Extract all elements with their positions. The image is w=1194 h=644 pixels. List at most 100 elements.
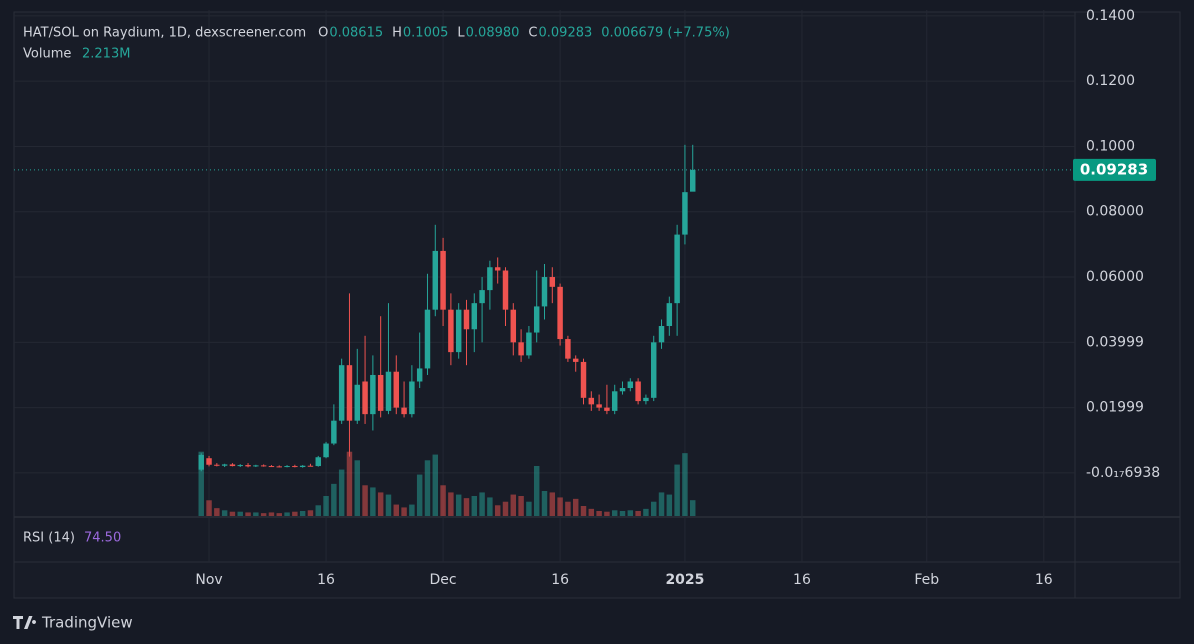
volume-bar bbox=[299, 511, 306, 516]
volume-bar bbox=[471, 496, 478, 516]
candle-body bbox=[409, 381, 415, 415]
candle-body bbox=[682, 192, 688, 235]
volume-bar bbox=[487, 497, 493, 516]
ohlc-value: 0.1005 bbox=[403, 26, 449, 41]
axes: 0.1400 0.1200 0.1000 0.08000 0.06000 0.03999 0… bbox=[14, 8, 1160, 588]
candle-body bbox=[377, 374, 384, 411]
volume-bar bbox=[432, 454, 439, 516]
candle-body bbox=[643, 397, 649, 402]
y-tick-label: 0.1000 bbox=[1086, 138, 1135, 154]
volume-bar bbox=[619, 511, 626, 516]
ohlc-value: 0.08980 bbox=[466, 26, 520, 41]
candle-body bbox=[432, 250, 439, 310]
volume-bar bbox=[650, 501, 657, 516]
candle-body bbox=[416, 368, 423, 382]
candle-body bbox=[362, 381, 368, 415]
volume-bar bbox=[588, 508, 595, 516]
candle-body bbox=[455, 309, 462, 353]
volume-bar bbox=[214, 508, 220, 516]
x-tick-label: 16 bbox=[1035, 572, 1053, 588]
candle-body bbox=[580, 361, 587, 398]
legend: HAT/SOL on Raydium, 1D, dexscreener.com bbox=[23, 26, 306, 41]
volume-bar bbox=[377, 492, 384, 516]
candle-body bbox=[510, 309, 517, 343]
candle-body bbox=[253, 465, 259, 467]
volume-bar bbox=[627, 510, 634, 516]
volume-bar bbox=[674, 464, 680, 516]
volume-bar bbox=[658, 492, 665, 516]
ohlc-label: L bbox=[457, 26, 465, 41]
volume-bar bbox=[682, 453, 688, 516]
y-tick-label: -0.0₁₇6938 bbox=[1086, 465, 1160, 481]
y-tick-label: 0.1200 bbox=[1086, 73, 1135, 89]
candle-body bbox=[401, 407, 407, 415]
volume-bar bbox=[315, 505, 321, 516]
candle-body bbox=[471, 303, 478, 330]
volume-bar bbox=[455, 494, 462, 516]
candle-body bbox=[268, 466, 275, 468]
candle-body bbox=[292, 466, 298, 468]
volume-bar bbox=[370, 487, 376, 516]
candle-body bbox=[604, 407, 610, 411]
candle-body bbox=[650, 342, 657, 398]
candle-body bbox=[307, 465, 314, 467]
volume-bar bbox=[479, 492, 485, 516]
ohlc-label: O bbox=[318, 26, 328, 41]
y-tick-label: 0.06000 bbox=[1086, 269, 1144, 285]
x-tick-label: 16 bbox=[793, 572, 811, 588]
candle-body bbox=[463, 309, 470, 330]
tradingview-logo: TradingView bbox=[13, 614, 133, 632]
volume-bar bbox=[549, 492, 556, 516]
candle-body bbox=[346, 365, 353, 421]
volume-bar bbox=[518, 496, 524, 516]
volume-bar bbox=[416, 474, 423, 516]
candle-body bbox=[619, 388, 626, 392]
x-tick-label: 2025 bbox=[665, 572, 704, 588]
volume-bar bbox=[596, 511, 602, 516]
volume-bar bbox=[440, 485, 446, 516]
change-value: 0.006679 (+7.75%) bbox=[601, 26, 730, 41]
candle-body bbox=[674, 234, 680, 304]
volume-bar bbox=[666, 494, 673, 516]
candle-body bbox=[494, 267, 501, 271]
candle-body bbox=[627, 381, 634, 389]
volume-bar bbox=[604, 511, 610, 516]
x-tick-label: 16 bbox=[317, 572, 335, 588]
candle-body bbox=[440, 250, 446, 310]
volume-bar bbox=[307, 510, 314, 516]
volume-bar bbox=[533, 466, 540, 516]
x-tick-label: Dec bbox=[430, 572, 457, 588]
candle-body bbox=[198, 454, 204, 470]
volume-bar bbox=[237, 511, 243, 516]
volume-bar bbox=[572, 498, 579, 516]
candle-body bbox=[596, 404, 602, 408]
y-tick-label: 0.03999 bbox=[1086, 334, 1144, 350]
volume-bar bbox=[292, 511, 298, 516]
x-tick-label: Feb bbox=[914, 572, 939, 588]
volume-bar bbox=[502, 501, 509, 516]
candle-body bbox=[424, 309, 431, 369]
volume-bar bbox=[221, 510, 228, 516]
ohlc-value: 0.08615 bbox=[329, 26, 383, 41]
candle-body bbox=[502, 270, 509, 310]
candle-body bbox=[518, 342, 524, 356]
volume-label: Volume bbox=[23, 47, 71, 62]
symbol-title: HAT/SOL on Raydium, 1D, dexscreener.com bbox=[23, 26, 306, 41]
candle-body bbox=[245, 465, 251, 467]
volume-bar bbox=[268, 512, 275, 516]
last-price-label: 0.09283 bbox=[1080, 160, 1148, 178]
x-tick-label: 16 bbox=[551, 572, 569, 588]
candle-body bbox=[370, 374, 376, 415]
candle-body bbox=[487, 267, 493, 291]
volume-bar bbox=[198, 451, 204, 516]
ohlc-label: H bbox=[392, 26, 402, 41]
volume-bar bbox=[494, 505, 501, 516]
volume-bar bbox=[611, 510, 618, 516]
candle-body bbox=[385, 371, 392, 411]
candle-body bbox=[526, 332, 532, 356]
candle-body bbox=[635, 381, 641, 402]
volume-bar bbox=[245, 512, 251, 516]
rsi-value: 74.50 bbox=[84, 531, 121, 546]
volume-bar bbox=[409, 504, 415, 516]
volume-bar bbox=[565, 501, 571, 516]
